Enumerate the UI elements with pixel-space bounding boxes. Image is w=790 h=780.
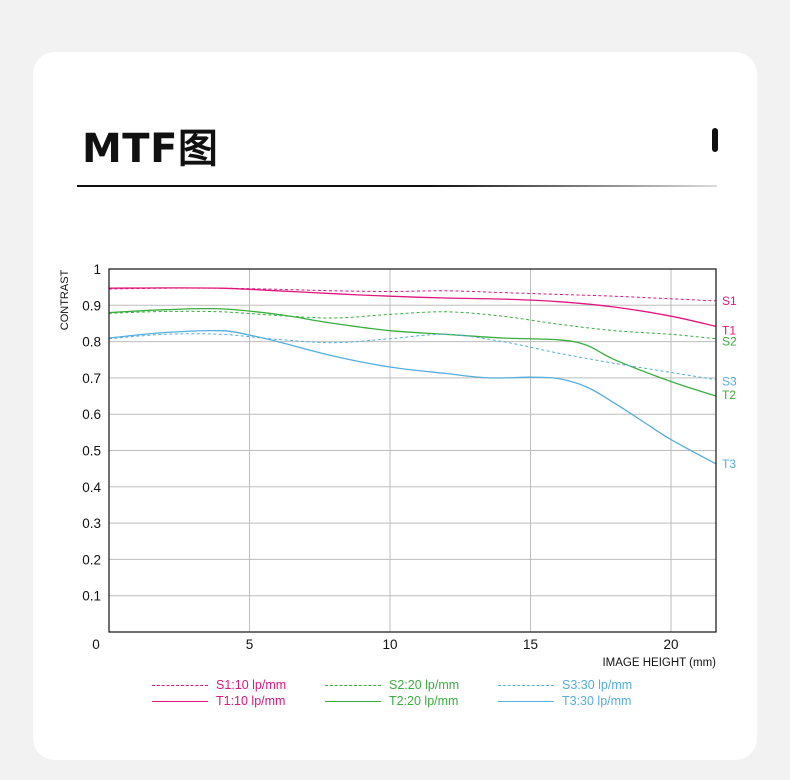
legend-column-20lp: S2:20 lp/mm T2:20 lp/mm — [325, 678, 459, 708]
x-tick-label: 20 — [664, 637, 679, 652]
legend-swatch — [498, 700, 554, 702]
legend-column-30lp: S3:30 lp/mm T3:30 lp/mm — [498, 678, 632, 708]
legend-column-10lp: S1:10 lp/mm T1:10 lp/mm — [152, 678, 286, 708]
y-tick-label: 0.3 — [82, 516, 101, 531]
y-tick-label: 0.5 — [82, 444, 101, 459]
x-tick-label: 15 — [523, 637, 538, 652]
series-line-s2 — [108, 310, 717, 340]
tick-labels: 1 0.9 0.8 0.7 0.6 0.5 0.4 0.3 0.2 0.1 0 5 10 15 20 — [82, 262, 678, 652]
title-divider — [77, 185, 717, 187]
y-tick-label: 0.1 — [82, 589, 101, 604]
series-end-label-t1: T1 — [722, 323, 736, 337]
legend-item-s3: S3:30 lp/mm — [498, 678, 632, 692]
chart-card — [33, 52, 757, 760]
series-line-t2 — [108, 307, 717, 397]
x-tick-label: 0 — [92, 637, 100, 652]
y-tick-label: 0.4 — [82, 480, 101, 495]
x-tick-label: 5 — [246, 637, 254, 652]
legend-item-s1: S1:10 lp/mm — [152, 678, 286, 692]
series-end-label-t3: T3 — [722, 457, 736, 471]
plot-frame — [108, 268, 717, 633]
x-axis-label: IMAGE HEIGHT (mm) — [602, 657, 716, 669]
x-tick-label: 10 — [383, 637, 398, 652]
legend-swatch — [498, 684, 554, 686]
series-line-s3 — [108, 333, 717, 381]
series-line-t3 — [108, 329, 717, 465]
legend-swatch — [325, 684, 381, 686]
y-axis-label: CONTRAST — [59, 269, 71, 330]
legend-label: T3:30 lp/mm — [562, 694, 632, 708]
series-line-t1 — [108, 287, 717, 328]
y-tick-label: 0.6 — [82, 407, 101, 422]
page-title: MTF图 — [82, 126, 219, 172]
y-tick-label: 0.8 — [82, 335, 101, 350]
grid-lines — [109, 268, 716, 632]
y-tick-label: 0.7 — [82, 371, 101, 386]
series-line-s1 — [108, 287, 717, 302]
series-end-label-s1: S1 — [722, 294, 737, 308]
legend-item-t1: T1:10 lp/mm — [152, 694, 286, 708]
series-lines — [108, 287, 717, 465]
legend-item-s2: S2:20 lp/mm — [325, 678, 459, 692]
series-end-label-s3: S3 — [722, 375, 737, 389]
legend-label: T1:10 lp/mm — [216, 694, 286, 708]
title-accent-marker — [712, 128, 718, 152]
y-tick-label: 0.9 — [82, 298, 101, 313]
y-tick-label: 1 — [93, 262, 101, 277]
legend-swatch — [152, 684, 208, 686]
legend-label: S3:30 lp/mm — [562, 678, 633, 692]
legend-label: S1:10 lp/mm — [216, 678, 287, 692]
y-tick-label: 0.2 — [82, 552, 101, 567]
series-end-label-t2: T2 — [722, 388, 736, 402]
legend-item-t2: T2:20 lp/mm — [325, 694, 459, 708]
legend-label: S2:20 lp/mm — [389, 678, 460, 692]
series-end-label-s2: S2 — [722, 335, 737, 349]
legend-swatch — [325, 700, 381, 702]
legend-item-t3: T3:30 lp/mm — [498, 694, 632, 708]
legend-label: T2:20 lp/mm — [389, 694, 459, 708]
legend-swatch — [152, 700, 208, 702]
